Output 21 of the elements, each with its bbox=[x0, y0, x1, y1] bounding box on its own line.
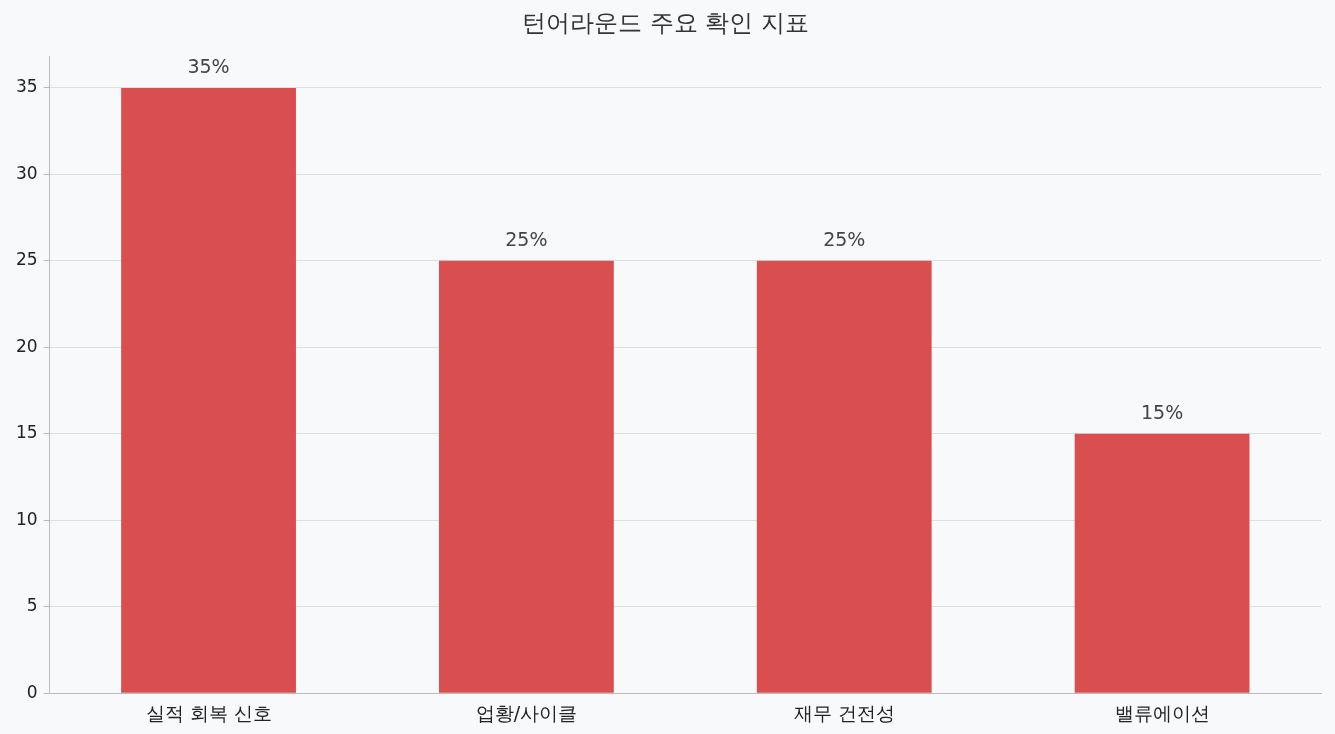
y-tick-label: 30 bbox=[15, 162, 38, 183]
y-tick-label: 20 bbox=[15, 335, 38, 356]
x-tick-label: 실적 회복 신호 bbox=[145, 701, 272, 724]
bar bbox=[121, 87, 296, 693]
x-tick-label: 재무 건전성 bbox=[793, 701, 895, 724]
data-label: 35% bbox=[187, 55, 230, 78]
y-tick-label: 15 bbox=[15, 422, 38, 443]
data-label: 25% bbox=[823, 228, 866, 251]
data-label: 25% bbox=[505, 228, 548, 251]
chart-title: 턴어라운드 주요 확인 지표 bbox=[522, 8, 809, 37]
bar bbox=[756, 260, 932, 693]
bar bbox=[438, 260, 614, 693]
x-tick-label: 업황/사이클 bbox=[475, 701, 578, 724]
y-tick-label: 5 bbox=[26, 595, 38, 616]
y-tick-label: 25 bbox=[15, 249, 38, 270]
data-label: 15% bbox=[1140, 401, 1184, 424]
y-tick-label: 0 bbox=[26, 681, 38, 702]
bar bbox=[1074, 433, 1250, 693]
x-tick-label: 밸류에이션 bbox=[1114, 701, 1210, 724]
y-tick-label: 35 bbox=[15, 76, 38, 97]
y-tick-label: 10 bbox=[15, 508, 38, 529]
